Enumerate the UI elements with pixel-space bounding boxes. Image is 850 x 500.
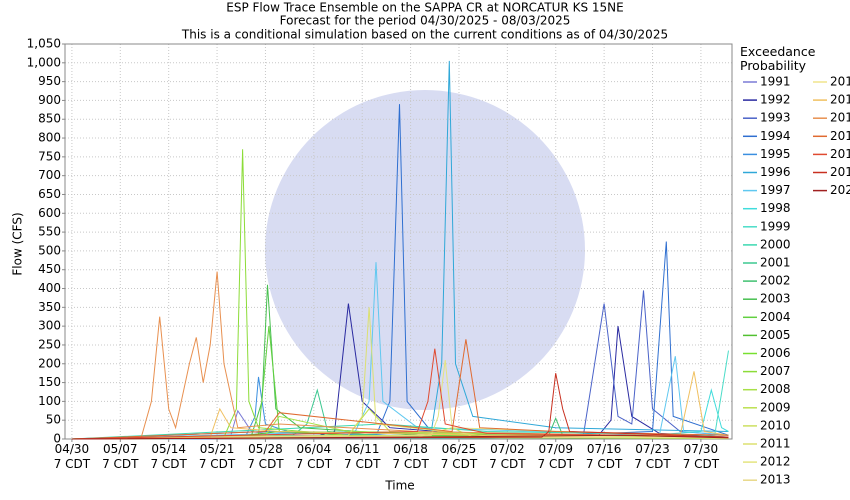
legend-label: 1993: [760, 111, 791, 125]
x-tick-label: 05/21 7 CDT: [198, 442, 236, 471]
x-tick-label: 06/04 7 CDT: [295, 442, 333, 471]
legend-label: 2008: [760, 382, 791, 396]
legend-label: 2002: [760, 274, 791, 288]
y-tick-label: 300: [38, 319, 61, 333]
legend-label: 1999: [760, 219, 791, 233]
y-tick-label: 900: [38, 93, 61, 107]
y-tick-label: 750: [38, 149, 61, 163]
y-tick-label: 800: [38, 131, 61, 145]
x-tick-label: 05/07 7 CDT: [102, 442, 139, 471]
x-tick-label: 04/30 7 CDT: [53, 442, 91, 471]
y-tick-label: 1,050: [27, 37, 61, 51]
legend-label: 2010: [760, 418, 791, 432]
x-tick-label: 05/14 7 CDT: [150, 442, 187, 471]
flow-trace: [71, 271, 729, 440]
legend-label: 1995: [760, 147, 791, 161]
legend-label: 1992: [760, 93, 791, 107]
y-tick-label: 450: [38, 262, 61, 276]
y-tick-label: 0: [53, 432, 61, 446]
x-tick-label: 06/18 7 CDT: [392, 442, 429, 471]
y-tick-label: 50: [46, 413, 61, 427]
y-tick-label: 350: [38, 300, 61, 314]
y-tick-label: 500: [38, 243, 61, 257]
x-tick-label: 07/23 7 CDT: [634, 442, 671, 471]
y-tick-label: 400: [38, 281, 61, 295]
legend-label: 2015: [830, 93, 850, 107]
y-tick-label: 550: [38, 225, 61, 239]
legend-label: 2006: [760, 346, 791, 360]
y-tick-label: 250: [38, 337, 61, 351]
x-tick-label: 07/09 7 CDT: [537, 442, 574, 471]
legend-label: 1994: [760, 129, 791, 143]
legend-label: 2014: [830, 75, 850, 89]
legend-label: 2000: [760, 237, 791, 251]
x-tick-label: 07/30 7 CDT: [682, 442, 720, 471]
legend-label: 1998: [760, 201, 791, 215]
legend-label: 2012: [760, 455, 791, 469]
watermark: [265, 90, 585, 410]
legend-label: 2007: [760, 364, 791, 378]
x-tick-label: 07/02 7 CDT: [489, 442, 526, 471]
y-tick-label: 950: [38, 74, 61, 88]
y-tick-label: 150: [38, 375, 61, 389]
legend-label: 2018: [830, 147, 850, 161]
legend-title: Exceedance Probability: [740, 44, 816, 73]
y-tick-label: 700: [38, 168, 61, 182]
flow-trace: [71, 373, 729, 440]
legend-label: 2004: [760, 310, 791, 324]
legend-label: 1996: [760, 165, 791, 179]
legend-label: 2003: [760, 292, 791, 306]
legend-label: 1991: [760, 75, 791, 89]
chart-title: ESP Flow Trace Ensemble on the SAPPA CR …: [226, 1, 623, 15]
y-tick-label: 100: [38, 394, 61, 408]
flow-trace: [71, 359, 729, 440]
x-axis-label: Time: [384, 479, 414, 493]
flow-trace: [71, 348, 729, 440]
legend-label: 2016: [830, 111, 850, 125]
legend-label: 2019: [830, 165, 850, 179]
legend-label: 2017: [830, 129, 850, 143]
flow-trace: [71, 60, 729, 440]
chart-subtitle: Forecast for the period 04/30/2025 - 08/…: [280, 14, 571, 28]
legend-label: 2020: [830, 183, 850, 197]
legend-label: 2011: [760, 437, 791, 451]
legend-label: 1997: [760, 183, 791, 197]
legend-label: 2009: [760, 400, 791, 414]
y-axis-label: Flow (CFS): [11, 212, 25, 275]
x-tick-label: 06/25 7 CDT: [440, 442, 478, 471]
y-tick-label: 650: [38, 187, 61, 201]
y-tick-label: 1,000: [27, 55, 61, 69]
y-tick-label: 850: [38, 112, 61, 126]
plot-frame: [64, 43, 733, 440]
flow-trace: [71, 434, 729, 440]
x-tick-label: 07/16 7 CDT: [585, 442, 623, 471]
annotation: This is a conditional simulation based o…: [181, 28, 668, 42]
flow-trace: [71, 339, 729, 440]
y-tick-label: 200: [38, 356, 61, 370]
x-tick-label: 06/11 7 CDT: [344, 442, 381, 471]
x-tick-label: 05/28 7 CDT: [247, 442, 284, 471]
legend-label: 2013: [760, 473, 791, 487]
legend-label: 2001: [760, 256, 791, 270]
flow-trace: [71, 371, 729, 440]
flow-trace: [71, 149, 729, 440]
legend-label: 2005: [760, 328, 791, 342]
y-tick-label: 600: [38, 206, 61, 220]
